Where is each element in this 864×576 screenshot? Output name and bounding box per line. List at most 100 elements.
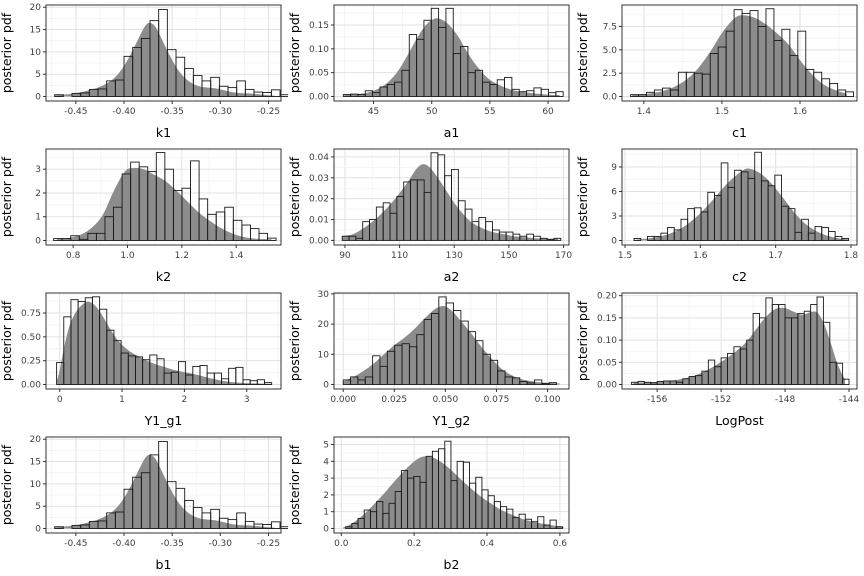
y-tick-label: 0.02 (309, 195, 329, 205)
histogram-bars (342, 7, 564, 97)
y-axis: 0 3 6 9 (611, 163, 622, 247)
y-tick-label: 30 (318, 290, 330, 300)
histogram-Y1_g1: 0 1 2 3 0.00 0.25 0.50 0.75 Y1_g1 posterior pdf (0, 292, 282, 428)
density-curve (56, 167, 272, 241)
histogram-bar (537, 516, 545, 529)
y-axis-title: posterior pdf (0, 444, 14, 525)
histogram-bar (279, 94, 288, 97)
panel-a1: 45 50 55 60 0.00 0.05 0.10 0.15 a1 posterior pdf (288, 0, 576, 144)
y-axis-title: posterior pdf (288, 300, 302, 381)
panel-border (333, 436, 570, 534)
x-tick-label: -0.45 (64, 107, 87, 117)
x-tick-label: -0.25 (257, 539, 280, 549)
y-axis-title: posterior pdf (0, 300, 14, 381)
x-tick-label: -152 (711, 395, 731, 405)
x-tick-label: -0.35 (161, 539, 184, 549)
x-tick-label: -148 (775, 395, 796, 405)
y-tick-label: 0.01 (309, 216, 329, 226)
panel-border (333, 4, 570, 102)
x-tick-label: 2 (182, 395, 188, 405)
y-tick-label: 9 (611, 163, 617, 173)
y-tick-label: 0.00 (21, 381, 41, 391)
y-tick-label: 0.10 (597, 336, 617, 346)
y-tick-label: 10 (318, 350, 330, 360)
panel-k1: -0.45 -0.40 -0.35 -0.30 -0.25 0 5 10 15 20 k1 poste… (0, 0, 288, 144)
histogram-k1: -0.45 -0.40 -0.35 -0.30 -0.25 0 5 10 15 20 k1 poste… (0, 3, 288, 140)
histogram-bars (345, 440, 563, 529)
y-tick-label: 0 (323, 524, 329, 534)
y-tick-label: 15 (30, 26, 41, 36)
histogram-bar (156, 358, 165, 385)
x-tick-label: 1.2 (175, 251, 189, 261)
y-tick-label: 3 (611, 212, 617, 222)
y-tick-label: 2.5 (603, 69, 617, 79)
x-axis: 0.0 0.2 0.4 0.6 (334, 533, 567, 549)
y-tick-label: 20 (318, 320, 330, 330)
histogram-bar (504, 76, 513, 97)
x-axis-title: c2 (732, 269, 747, 284)
x-axis: 1.5 1.6 1.7 1.8 (618, 245, 859, 261)
panel-border (333, 292, 570, 390)
histogram-bars (341, 152, 562, 241)
x-tick-label: 1.0 (120, 251, 135, 261)
x-axis: -0.45 -0.40 -0.35 -0.30 -0.25 (64, 533, 280, 549)
y-tick-label: 2 (323, 491, 329, 501)
histogram-b1: -0.45 -0.40 -0.35 -0.30 -0.25 0 5 10 15 20 b1 poste… (0, 435, 288, 572)
x-tick-label: -0.30 (209, 539, 233, 549)
x-tick-label: -0.25 (257, 107, 280, 117)
y-axis: 0 1 2 3 (35, 165, 46, 246)
histogram-bars (631, 296, 850, 385)
histogram-bar (841, 238, 850, 241)
x-axis: 1.4 1.5 1.6 (637, 101, 807, 117)
x-tick-label: 45 (368, 107, 379, 117)
y-tick-label: 5 (323, 441, 329, 451)
histogram-bars (342, 296, 557, 385)
y-tick-label: 0 (323, 380, 329, 390)
x-tick-label: 1.8 (844, 251, 859, 261)
y-tick-label: 20 (30, 435, 42, 445)
y-axis-title: posterior pdf (576, 12, 590, 93)
y-tick-label: 0.00 (309, 92, 329, 102)
histogram-bar (70, 235, 80, 241)
y-tick-label: 0.03 (309, 174, 329, 184)
panel-a2: 90 110 130 150 170 0.00 0.01 0.02 0.03 0.04 a2 post… (288, 144, 576, 288)
histogram-bars (630, 8, 855, 97)
panel-border (45, 4, 282, 102)
histogram-bar (236, 512, 246, 529)
y-axis-title: posterior pdf (576, 156, 590, 237)
y-tick-label: 0.05 (597, 358, 617, 368)
panel-c1: 1.4 1.5 1.6 0.0 2.5 5.0 7.5 c1 posterior pdf (576, 0, 864, 144)
histogram-bar (822, 321, 831, 385)
x-axis: -0.45 -0.40 -0.35 -0.30 -0.25 (64, 101, 280, 117)
x-tick-label: 150 (500, 251, 517, 261)
y-axis: 0.00 0.05 0.10 0.15 (309, 21, 334, 102)
y-axis: 0 5 10 15 20 (30, 435, 46, 535)
x-tick-label: -156 (647, 395, 668, 405)
histogram-bar (54, 94, 64, 97)
histogram-bar (235, 366, 244, 385)
density-curve (342, 164, 559, 241)
histogram-bar (264, 382, 273, 385)
y-tick-label: 0.20 (597, 292, 617, 302)
x-axis-title: c1 (732, 125, 747, 140)
x-axis: 0.8 1.0 1.2 1.4 (66, 245, 244, 261)
panel-border (45, 292, 282, 390)
x-axis-title: Y1_g1 (144, 413, 183, 428)
histogram-bar (236, 80, 246, 97)
x-axis: 0 1 2 3 (57, 389, 250, 405)
y-axis-title: posterior pdf (576, 300, 590, 381)
panel-border (45, 436, 282, 534)
histogram-c2: 1.5 1.6 1.7 1.8 0 3 6 9 c2 posterior pdf (576, 148, 859, 284)
y-axis: 0 10 20 30 (318, 290, 334, 390)
histogram-LogPost: -156 -152 -148 -144 0.00 0.05 0.10 0.15 0.20 LogP… (576, 292, 859, 428)
y-tick-label: 0 (35, 236, 41, 246)
y-tick-label: 0.15 (309, 21, 329, 31)
histogram-bar (553, 237, 562, 241)
histogram-bar (267, 237, 277, 241)
x-tick-label: 1.7 (768, 251, 782, 261)
x-axis: 45 50 55 60 (368, 101, 554, 117)
histogram-bar (835, 362, 844, 385)
y-tick-label: 5 (35, 502, 41, 512)
y-axis-title: posterior pdf (288, 444, 302, 525)
histogram-bar (555, 526, 563, 529)
